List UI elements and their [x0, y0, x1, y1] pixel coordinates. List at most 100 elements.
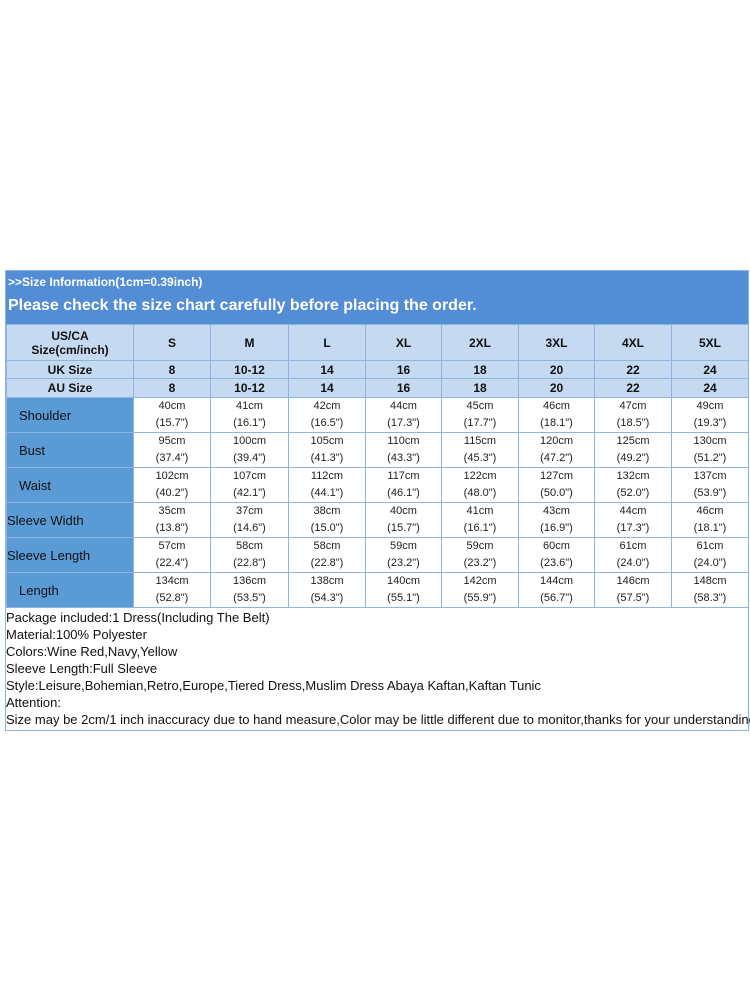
value-cell: 102cm (40.2"): [133, 467, 211, 503]
cm-value: 115cm: [463, 435, 497, 447]
value-cell: 40cm (15.7"): [365, 502, 442, 538]
header-row: AU Size 8 10-12 14 16 18 20 22 24: [6, 378, 749, 398]
cm-value: 61cm: [696, 540, 724, 552]
inch-value: (44.1"): [310, 487, 344, 499]
value-cell: 95cm (37.4"): [133, 432, 211, 468]
value-cell: 35cm (13.8"): [133, 502, 211, 538]
inch-value: (49.2"): [616, 452, 650, 464]
value-cell: 59cm (23.2"): [365, 537, 442, 573]
cm-value: 102cm: [155, 470, 189, 482]
size-chart: >>Size Information(1cm=0.39inch) Please …: [5, 270, 750, 731]
header-cell: 24: [671, 360, 749, 379]
header-cell: 22: [594, 378, 672, 398]
cm-value: 38cm: [313, 505, 341, 517]
cm-value: 137cm: [693, 470, 727, 482]
value-cell: 132cm (52.0"): [594, 467, 672, 503]
cm-value: 144cm: [539, 575, 574, 587]
cm-value: 47cm: [619, 400, 647, 412]
cm-value: 117cm: [387, 470, 420, 482]
size-table: US/CA Size(cm/inch) S M L XL 2XL 3XL 4XL 5XL UK S…: [6, 324, 749, 608]
inch-value: (16.9"): [540, 522, 573, 534]
note-line: Attention:: [6, 695, 61, 710]
inch-value: (47.2"): [540, 452, 573, 464]
inch-value: (19.3"): [693, 417, 727, 429]
measure-row: Sleeve Width 35cm (13.8") 37cm (14.6") 38cm (1…: [6, 502, 749, 538]
note-line: Style:Leisure,Bohemian,Retro,Europe,Tier…: [6, 678, 541, 693]
inch-value: (39.4"): [233, 452, 266, 464]
measure-row: Shoulder 40cm (15.7") 41cm (16.1") 42cm (16.5"…: [6, 397, 749, 433]
cm-value: 140cm: [386, 575, 421, 587]
cm-value: 136cm: [232, 575, 267, 587]
cm-value: 44cm: [390, 400, 417, 412]
header-cell: 24: [671, 378, 749, 398]
header-cell: 14: [288, 378, 366, 398]
row-label: Sleeve Width: [6, 502, 134, 538]
value-cell: 47cm (18.5"): [594, 397, 672, 433]
inch-value: (13.8"): [155, 522, 189, 534]
header-cell: 18: [441, 360, 519, 379]
inch-value: (54.3"): [310, 592, 344, 604]
value-cell: 105cm (41.3"): [288, 432, 366, 468]
value-cell: 148cm (58.3"): [671, 572, 749, 608]
cm-value: 132cm: [616, 470, 650, 482]
inch-value: (48.0"): [463, 487, 497, 499]
value-cell: 137cm (53.9"): [671, 467, 749, 503]
value-cell: 61cm (24.0"): [671, 537, 749, 573]
value-cell: 140cm (55.1"): [365, 572, 442, 608]
cm-value: 43cm: [543, 505, 570, 517]
value-cell: 40cm (15.7"): [133, 397, 211, 433]
inch-value: (17.3"): [387, 417, 420, 429]
inch-value: (15.7"): [387, 522, 420, 534]
inch-value: (14.6"): [233, 522, 266, 534]
value-cell: 117cm (46.1"): [365, 467, 442, 503]
value-cell: 46cm (18.1"): [518, 397, 595, 433]
value-cell: 42cm (16.5"): [288, 397, 366, 433]
header-cell: 8: [133, 360, 211, 379]
cm-value: 35cm: [158, 505, 186, 517]
inch-value: (53.5"): [233, 592, 266, 604]
value-cell: 59cm (23.2"): [441, 537, 519, 573]
note-line: Size may be 2cm/1 inch inaccuracy due to…: [6, 712, 750, 727]
header-cell: 16: [365, 360, 442, 379]
cm-value: 59cm: [466, 540, 494, 552]
cm-value: 58cm: [313, 540, 341, 552]
header-cell: 4XL: [594, 324, 672, 361]
row-label: Bust: [6, 432, 134, 468]
inch-value: (17.3"): [616, 522, 650, 534]
value-cell: 146cm (57.5"): [594, 572, 672, 608]
cm-value: 148cm: [693, 575, 727, 587]
inch-value: (52.8"): [155, 592, 189, 604]
cm-value: 146cm: [616, 575, 650, 587]
value-cell: 46cm (18.1"): [671, 502, 749, 538]
value-cell: 138cm (54.3"): [288, 572, 366, 608]
value-cell: 120cm (47.2"): [518, 432, 595, 468]
cm-value: 125cm: [616, 435, 650, 447]
cm-value: 45cm: [466, 400, 494, 412]
header-cell: M: [210, 324, 289, 361]
header-cell: 14: [288, 360, 366, 379]
inch-value: (37.4"): [155, 452, 189, 464]
cm-value: 60cm: [543, 540, 570, 552]
header-cell: 2XL: [441, 324, 519, 361]
value-cell: 130cm (51.2"): [671, 432, 749, 468]
header-cell: AU Size: [6, 378, 134, 398]
value-cell: 122cm (48.0"): [441, 467, 519, 503]
measure-row: Waist 102cm (40.2") 107cm (42.1") 112cm (44.1"…: [6, 467, 749, 503]
inch-value: (24.0"): [616, 557, 650, 569]
header-cell: 8: [133, 378, 211, 398]
cm-value: 105cm: [310, 435, 344, 447]
header-cell: S: [133, 324, 211, 361]
cm-value: 59cm: [390, 540, 417, 552]
cm-value: 37cm: [236, 505, 263, 517]
header-cell: 20: [518, 378, 595, 398]
value-cell: 38cm (15.0"): [288, 502, 366, 538]
notice: Please check the size chart carefully be…: [8, 297, 477, 314]
inch-value: (58.3"): [693, 592, 727, 604]
header-cell: 3XL: [518, 324, 595, 361]
measure-row: Bust 95cm (37.4") 100cm (39.4") 105cm (41.3") 1…: [6, 432, 749, 468]
cm-value: 130cm: [693, 435, 727, 447]
note-line: Sleeve Length:Full Sleeve: [6, 661, 158, 676]
cm-value: 138cm: [310, 575, 344, 587]
inch-value: (41.3"): [310, 452, 344, 464]
